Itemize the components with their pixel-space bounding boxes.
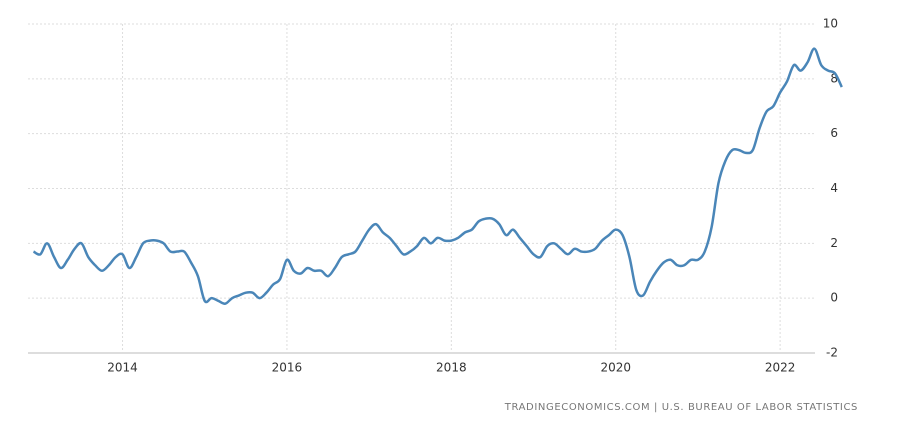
y-tick-label: 10: [823, 17, 838, 31]
series-line: [32, 47, 843, 305]
y-tick-label: -2: [826, 346, 838, 360]
x-tick-label: 2018: [436, 361, 467, 375]
y-tick-label: 0: [830, 291, 838, 305]
x-tick-label: 2022: [765, 361, 796, 375]
y-tick-label: 8: [830, 71, 838, 85]
x-tick-label: 2014: [107, 361, 138, 375]
source: TRADINGECONOMICS.COM | U.S. BUREAU OF LA…: [504, 402, 858, 413]
y-tick-label: 2: [830, 236, 838, 250]
x-tick-label: 2020: [600, 361, 631, 375]
y-tick-label: 4: [830, 181, 838, 195]
x-tick-label: 2016: [272, 361, 303, 375]
y-tick-label: 6: [830, 126, 838, 140]
